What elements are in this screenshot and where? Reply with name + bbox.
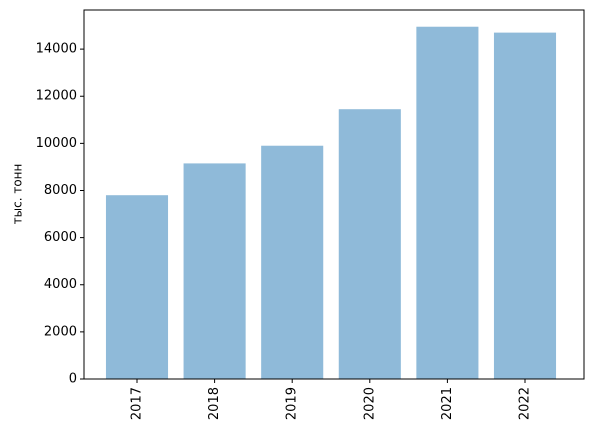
- x-tick-label: 2019: [285, 387, 300, 420]
- bar: [261, 145, 324, 379]
- y-axis-label: тыс. тонн: [11, 164, 25, 225]
- y-tick-label: 10000: [36, 136, 77, 151]
- bar: [493, 32, 557, 379]
- y-tick-label: 12000: [36, 89, 77, 104]
- y-tick-label: 4000: [44, 277, 77, 292]
- x-tick-label: 2020: [362, 387, 377, 420]
- bar: [338, 109, 401, 380]
- bar: [105, 195, 169, 379]
- x-tick-label: 2018: [207, 387, 222, 420]
- y-tick-label: 6000: [44, 230, 77, 245]
- y-tick-label: 8000: [44, 183, 77, 198]
- x-tick-label: 2022: [518, 387, 533, 420]
- bar: [416, 26, 479, 379]
- plot-frame: [83, 9, 585, 380]
- x-tick-label: 2021: [440, 387, 455, 420]
- y-tick-label: 0: [69, 372, 77, 387]
- y-tick-label: 14000: [36, 42, 77, 57]
- bar: [183, 163, 246, 379]
- x-tick-label: 2017: [130, 387, 145, 420]
- y-tick-label: 2000: [44, 324, 77, 339]
